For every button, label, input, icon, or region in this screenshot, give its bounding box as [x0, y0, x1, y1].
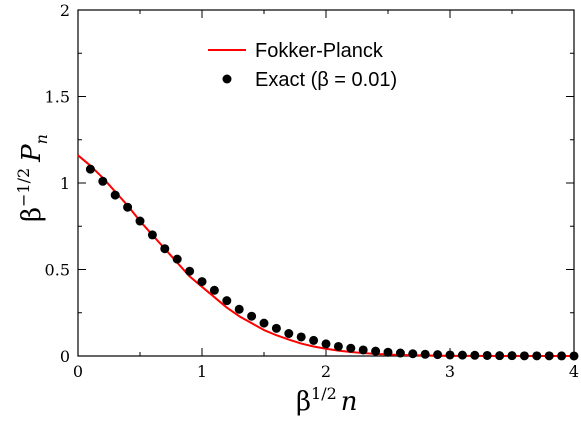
- exact-data-point: [358, 345, 368, 355]
- legend-fokker-planck-label: Fokker-Planck: [255, 40, 384, 62]
- exact-data-point: [284, 329, 294, 339]
- x-tick-label: 0: [73, 362, 83, 381]
- exact-data-point: [433, 350, 443, 360]
- exact-data-point: [185, 266, 195, 276]
- legend: Fokker-Planck Exact (β = 0.01): [208, 40, 397, 91]
- y-tick-label: 0: [60, 347, 70, 366]
- exact-data-point: [197, 277, 207, 287]
- axis-ticks: 0 1 2 3 4 0 0.5 1 1.5 2: [45, 1, 580, 381]
- y-axis-label: β−1/2Pn: [14, 134, 51, 222]
- x-tick-label: 2: [321, 362, 331, 381]
- exact-data-point: [172, 254, 182, 264]
- legend-exact-label: Exact (β = 0.01): [255, 69, 397, 91]
- x-tick-label: 1: [197, 362, 207, 381]
- exact-data-point: [532, 351, 542, 361]
- exact-data-point: [209, 285, 219, 295]
- exact-data-point: [557, 351, 567, 361]
- exact-data-point: [247, 311, 257, 321]
- exact-data-point: [519, 351, 529, 361]
- exact-data-point: [445, 350, 455, 360]
- exact-data-point: [123, 202, 133, 212]
- exact-data-point: [346, 343, 356, 353]
- plot-area: [77, 9, 575, 357]
- exact-data-point: [569, 351, 579, 361]
- y-tick-label: 1.5: [45, 88, 70, 107]
- x-tick-label: 4: [569, 362, 579, 381]
- exact-data-point: [309, 335, 319, 345]
- y-tick-label: 0.5: [45, 261, 70, 280]
- exact-data-point: [457, 350, 467, 360]
- exact-data-point: [234, 304, 244, 314]
- exact-data-point: [98, 176, 108, 186]
- exact-data-point: [222, 296, 232, 306]
- x-tick-label: 3: [445, 362, 455, 381]
- exact-data-point: [296, 332, 306, 342]
- exact-data-point: [160, 244, 170, 254]
- y-tick-label: 2: [60, 1, 70, 20]
- y-tick-label: 1: [60, 174, 70, 193]
- data-series: [77, 154, 579, 361]
- exact-data-point: [408, 349, 418, 359]
- exact-data-point: [371, 346, 381, 356]
- x-axis-label: β1/2 n: [296, 384, 358, 417]
- exact-data-point: [495, 351, 505, 361]
- exact-data-point: [85, 164, 95, 174]
- exact-data-point: [259, 318, 269, 328]
- legend-exact-marker: [222, 74, 232, 84]
- exact-data-point: [470, 350, 480, 360]
- exact-data-point: [333, 341, 343, 351]
- exact-data-point: [395, 348, 405, 358]
- exact-data-point: [507, 351, 517, 361]
- exact-data-point: [544, 351, 554, 361]
- exact-data-point: [482, 350, 492, 360]
- exact-data-point: [147, 230, 157, 240]
- exact-data-point: [321, 339, 331, 349]
- exact-data-point: [110, 190, 120, 200]
- exact-data-point: [383, 347, 393, 357]
- exact-data-point: [271, 323, 281, 333]
- exact-data-point: [135, 216, 145, 226]
- exact-data-point: [420, 349, 430, 359]
